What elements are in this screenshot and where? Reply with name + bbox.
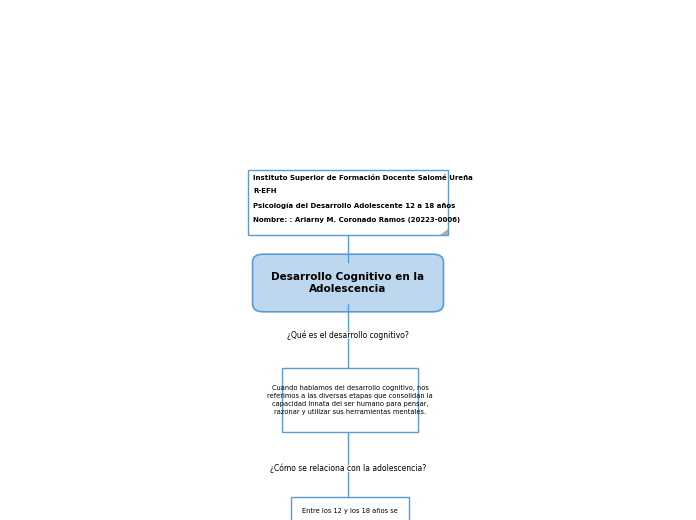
FancyBboxPatch shape	[282, 368, 418, 432]
Text: ¿Cómo se relaciona con la adolescencia?: ¿Cómo se relaciona con la adolescencia?	[270, 463, 426, 473]
Text: Psicología del Desarrollo Adolescente 12 a 18 años: Psicología del Desarrollo Adolescente 12…	[253, 203, 455, 210]
FancyBboxPatch shape	[291, 497, 409, 520]
Text: R-EFH: R-EFH	[253, 188, 276, 194]
FancyBboxPatch shape	[253, 254, 443, 312]
Text: Cuando hablamos del desarrollo cognitivo, nos
referimos a las diversas etapas qu: Cuando hablamos del desarrollo cognitivo…	[267, 385, 433, 415]
Text: Nombre: : Ariarny M. Coronado Ramos (20223-0006): Nombre: : Ariarny M. Coronado Ramos (202…	[253, 217, 460, 223]
Text: Entre los 12 y los 18 años se: Entre los 12 y los 18 años se	[302, 508, 398, 514]
Text: Desarrollo Cognitivo en la
Adolescencia: Desarrollo Cognitivo en la Adolescencia	[271, 272, 425, 294]
Text: ¿Qué es el desarrollo cognitivo?: ¿Qué es el desarrollo cognitivo?	[287, 330, 409, 340]
Polygon shape	[440, 229, 448, 235]
FancyBboxPatch shape	[248, 170, 448, 235]
Text: Instituto Superior de Formación Docente Salomé Ureña: Instituto Superior de Formación Docente …	[253, 174, 473, 181]
